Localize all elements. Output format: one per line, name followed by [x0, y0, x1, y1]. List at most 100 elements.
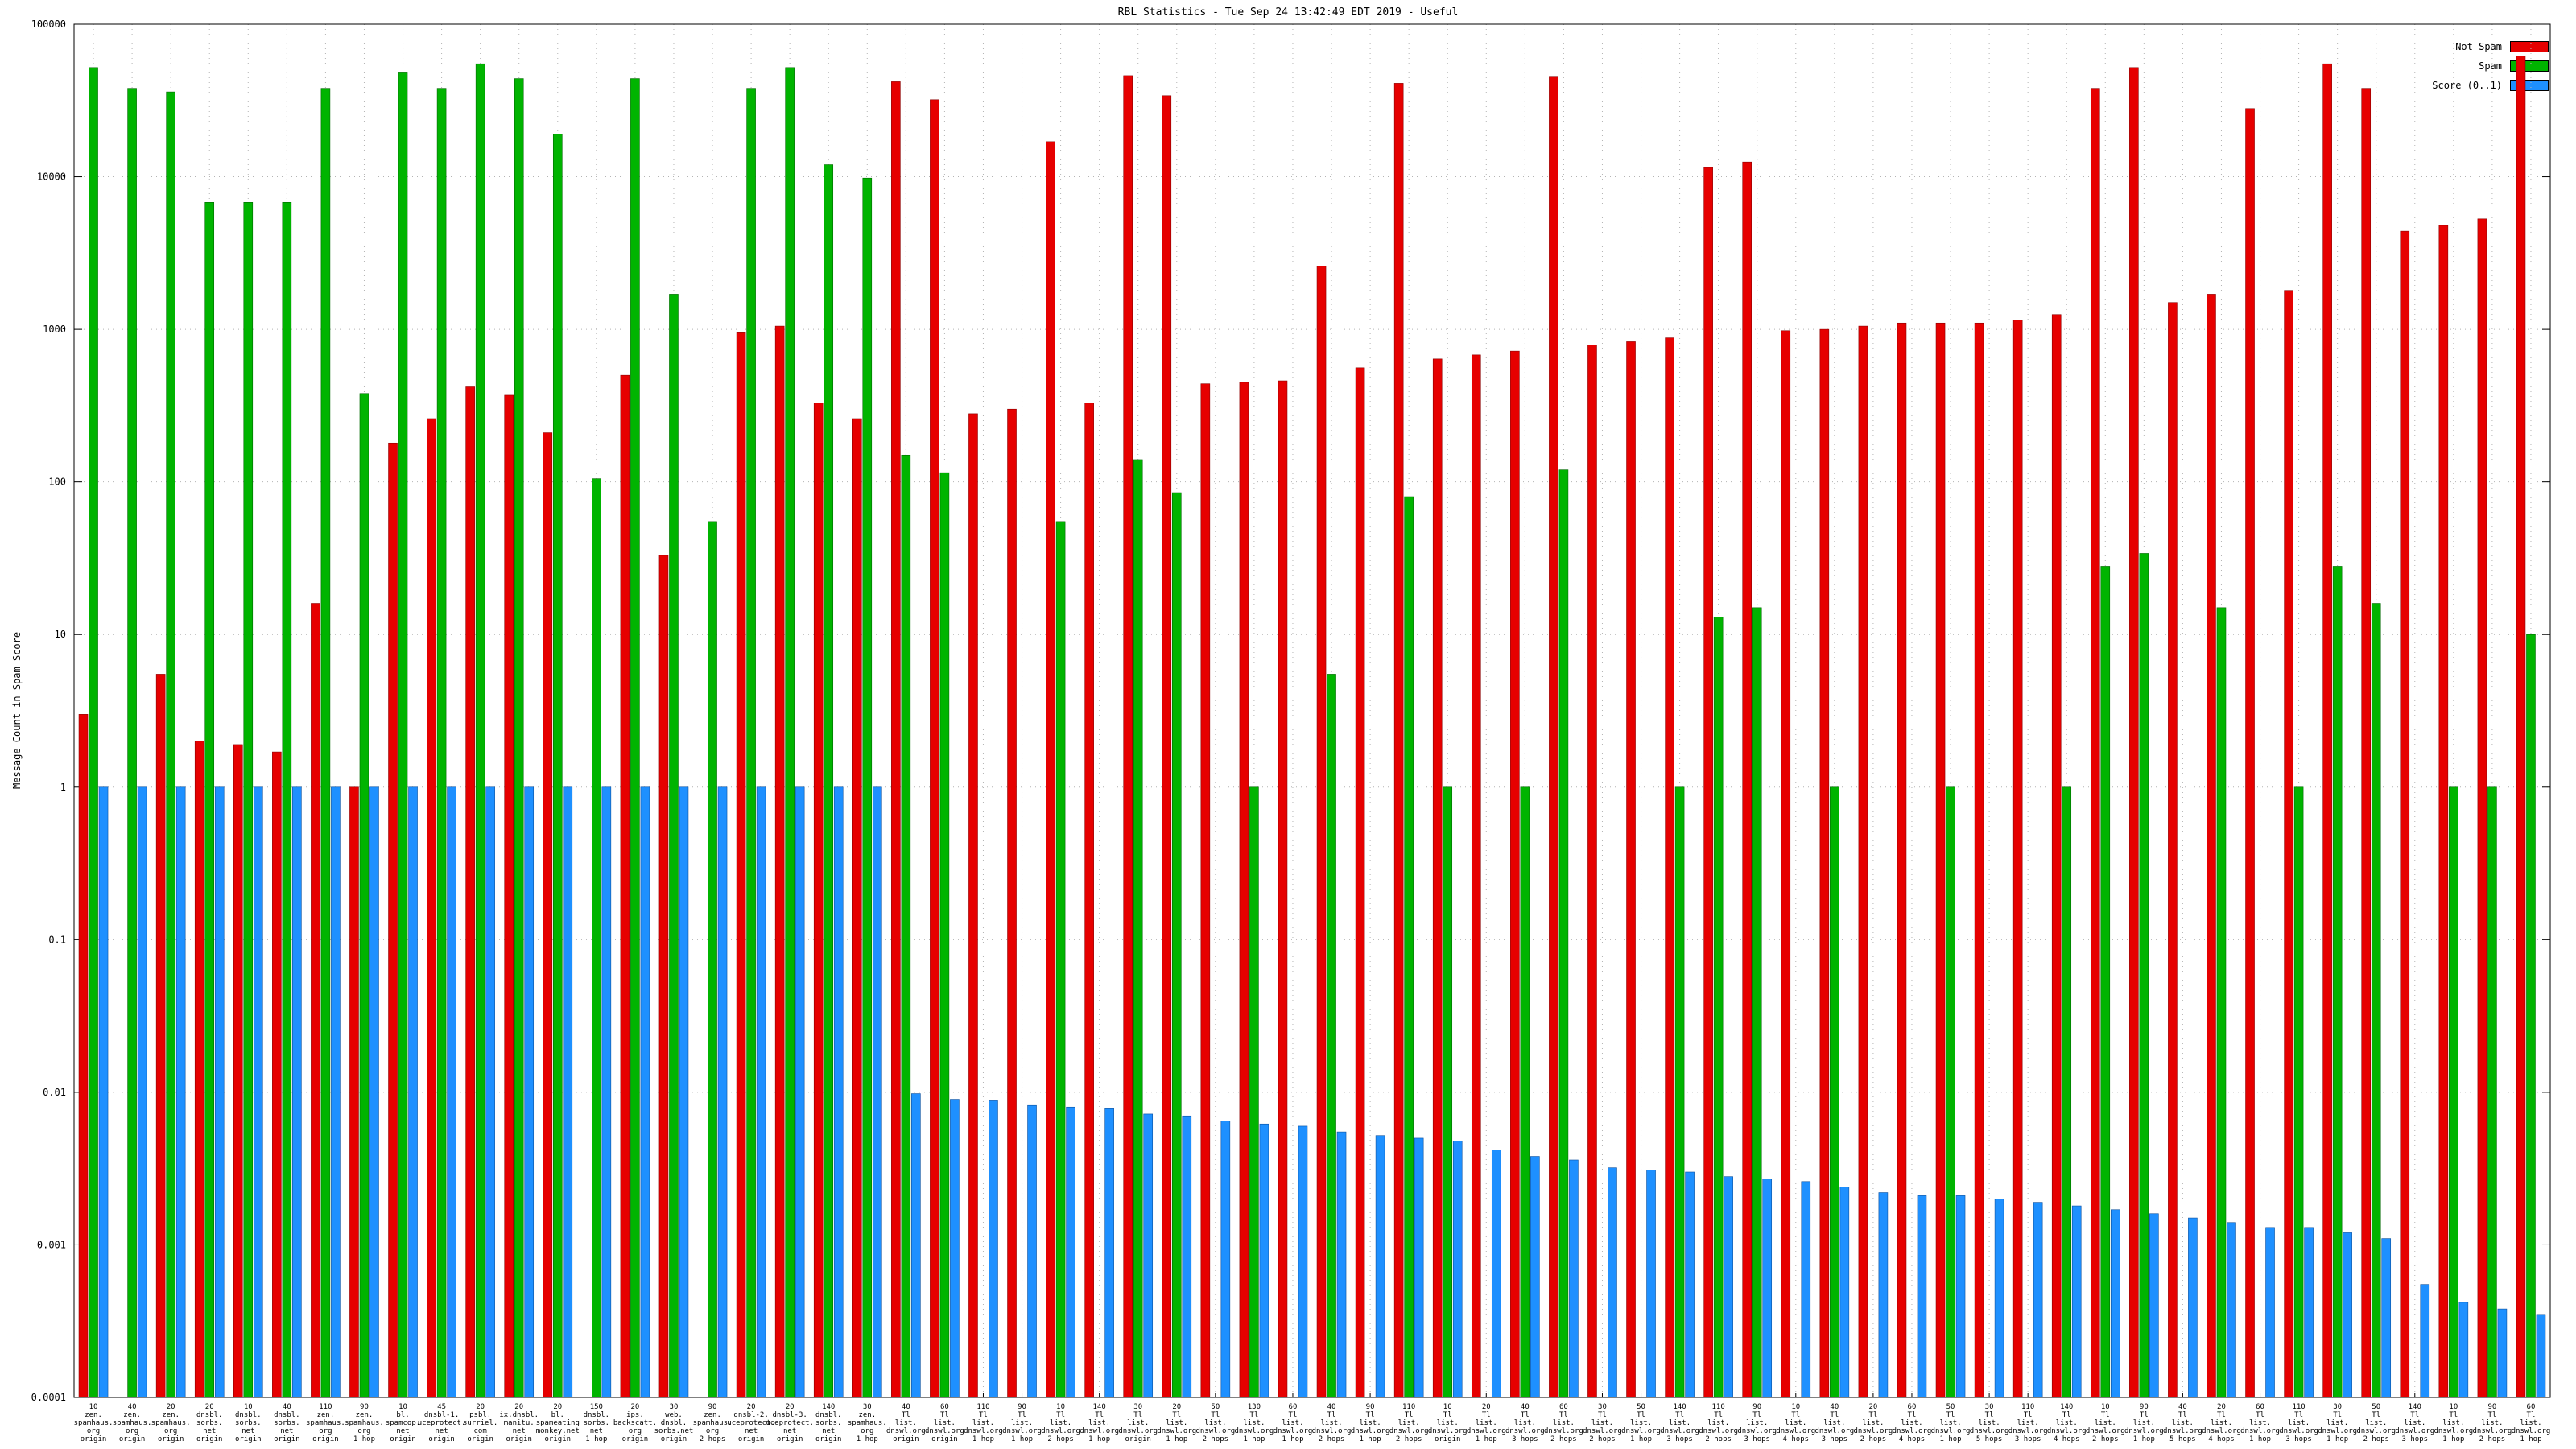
x-tick-label: Tl [1366, 1411, 1375, 1419]
x-tick-label: Tl [1946, 1411, 1955, 1419]
bar-score [1066, 1106, 1075, 1398]
bar-not-spam [1355, 367, 1365, 1398]
y-tick-label: 0.01 [43, 1087, 66, 1098]
chart-title: RBL Statistics - Tue Sep 24 13:42:49 EDT… [1117, 6, 1459, 19]
x-tick-label: 1 hop [2249, 1435, 2271, 1443]
x-tick-label: Tl [2140, 1411, 2149, 1419]
y-tick-label: 0.1 [48, 934, 66, 945]
bar-not-spam [1471, 354, 1481, 1398]
x-tick-label: list. [1630, 1419, 1652, 1427]
x-tick-label: uceprotect. [418, 1419, 466, 1427]
x-tick-label: origin [1125, 1435, 1151, 1443]
x-tick-label: 30 [2333, 1403, 2342, 1411]
x-tick-label: dnswl.org [1699, 1427, 1738, 1435]
bar-spam [2216, 607, 2227, 1398]
bar-spam [824, 164, 834, 1398]
x-tick-label: dnswl.org [1467, 1427, 1506, 1435]
bar-not-spam [1897, 322, 1907, 1398]
bar-score [1414, 1137, 1424, 1398]
x-tick-label: list. [1398, 1419, 1420, 1427]
x-tick-label: 1 hop [1011, 1435, 1033, 1443]
x-tick-label: 20 [1868, 1403, 1877, 1411]
x-tick-label: 50 [1637, 1403, 1645, 1411]
bar-score [1298, 1125, 1308, 1398]
x-tick-label: spamhaus. [113, 1419, 152, 1427]
x-tick-label: 30 [1985, 1403, 1994, 1411]
bar-not-spam [1239, 382, 1249, 1398]
bar-not-spam [968, 413, 978, 1398]
x-tick-label: 60 [2527, 1403, 2536, 1411]
x-tick-label: org [357, 1427, 370, 1435]
x-tick-label: dnswl.org [2395, 1427, 2434, 1435]
x-tick-label: list. [1204, 1419, 1226, 1427]
x-tick-label: 3 hops [1512, 1435, 1538, 1443]
x-tick-label: org [629, 1427, 642, 1435]
x-tick-label: origin [80, 1435, 107, 1443]
x-tick-label: 4 hops [2054, 1435, 2080, 1443]
x-tick-label: 20 [476, 1403, 485, 1411]
x-tick-label: list. [2481, 1419, 2503, 1427]
x-tick-label: list. [1746, 1419, 1768, 1427]
x-tick-label: dnswl.org [1621, 1427, 1661, 1435]
bar-not-spam [233, 744, 243, 1398]
x-tick-label: list. [1707, 1419, 1729, 1427]
x-tick-label: net [745, 1427, 758, 1435]
bar-score [833, 786, 844, 1398]
bar-not-spam [1549, 76, 1558, 1398]
x-tick-label: list. [2172, 1419, 2194, 1427]
legend-swatch [2510, 41, 2549, 52]
x-tick-label: 60 [940, 1403, 949, 1411]
x-tick-label: dnswl.org [1544, 1427, 1583, 1435]
x-tick-label: ix.dnsbl. [499, 1411, 539, 1419]
x-tick-label: manitu. [504, 1419, 535, 1427]
x-tick-label: net [822, 1427, 835, 1435]
bar-not-spam [78, 714, 89, 1398]
x-tick-label: origin [815, 1435, 842, 1443]
x-tick-label: list. [1320, 1419, 1342, 1427]
x-tick-label: web. [665, 1411, 683, 1419]
x-tick-label: list. [1437, 1419, 1459, 1427]
x-tick-label: 20 [1172, 1403, 1181, 1411]
x-tick-label: 2 hops [1705, 1435, 1732, 1443]
x-tick-label: zen. [317, 1411, 335, 1419]
x-tick-label: 2 hops [2479, 1435, 2506, 1443]
x-tick-label: dnswl.org [1854, 1427, 1893, 1435]
bar-score [1801, 1181, 1811, 1398]
bar-spam [89, 67, 98, 1398]
x-tick-label: spamhaus. [74, 1419, 114, 1427]
bar-spam [127, 88, 137, 1398]
x-tick-label: dnswl.org [1195, 1427, 1235, 1435]
x-tick-label: 10 [2101, 1403, 2110, 1411]
x-tick-label: 40 [1327, 1403, 1336, 1411]
x-tick-label: list. [2211, 1419, 2232, 1427]
x-tick-label: origin [235, 1435, 262, 1443]
bar-not-spam [2090, 88, 2100, 1398]
x-tick-label: dnswl.org [2124, 1427, 2164, 1435]
x-tick-label: surriel. [463, 1419, 497, 1427]
x-tick-label: list. [2365, 1419, 2387, 1427]
x-tick-label: net [203, 1427, 216, 1435]
x-tick-label: 1 hop [1243, 1435, 1265, 1443]
bar-spam [1558, 469, 1569, 1398]
bar-not-spam [1587, 345, 1597, 1398]
bar-score [950, 1099, 960, 1398]
bar-score [369, 786, 379, 1398]
x-tick-label: zen. [85, 1411, 102, 1419]
x-tick-label: 110 [1712, 1403, 1725, 1411]
x-tick-label: Tl [1289, 1411, 1298, 1419]
x-tick-label: 1 hop [2442, 1435, 2464, 1443]
bar-spam [2332, 566, 2343, 1398]
x-tick-label: sorbs.net [654, 1427, 694, 1435]
x-tick-label: origin [777, 1435, 803, 1443]
x-tick-label: 2 hops [1396, 1435, 1422, 1443]
bar-not-spam [620, 374, 630, 1398]
x-tick-label: 20 [514, 1403, 523, 1411]
bar-not-spam [1742, 161, 1752, 1398]
x-tick-label: dnswl.org [1814, 1427, 1854, 1435]
bar-score [2304, 1227, 2314, 1398]
x-tick-label: Tl [2256, 1411, 2264, 1419]
x-tick-label: 3 hops [1666, 1435, 1693, 1443]
x-tick-label: origin [661, 1435, 687, 1443]
bar-score [292, 786, 302, 1398]
